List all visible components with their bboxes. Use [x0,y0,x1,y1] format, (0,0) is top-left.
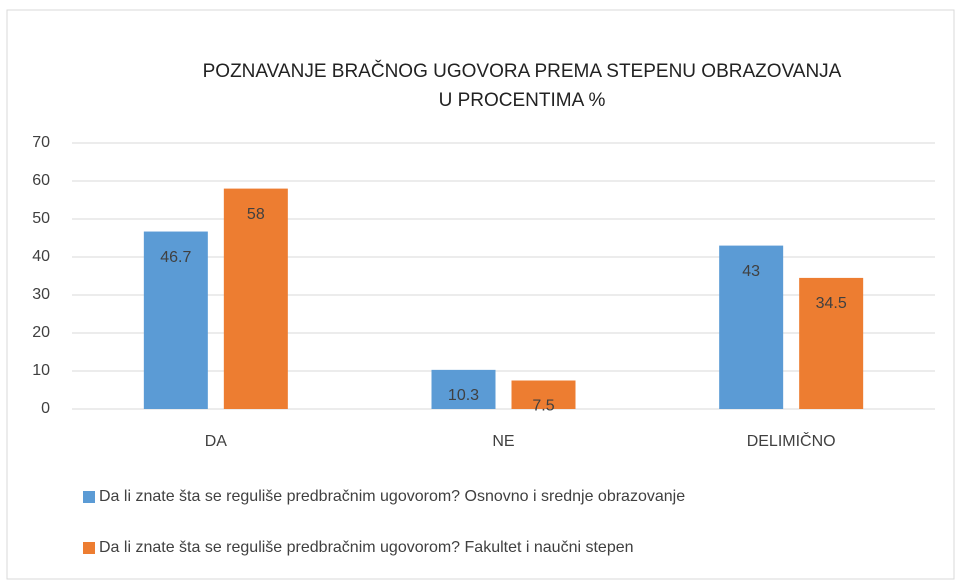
bar [431,369,496,409]
chart-title: POZNAVANJE BRAČNOG UGOVORA PREMA STEPENU… [203,60,842,82]
bar [143,231,208,409]
bar [719,245,784,409]
data-label: 43 [742,263,760,280]
y-tick-label: 50 [32,210,50,227]
legend-swatch [83,542,95,554]
x-tick-label: DELIMIČNO [747,431,836,450]
data-label: 58 [247,206,265,223]
data-label: 46.7 [160,249,191,266]
y-tick-label: 60 [32,172,50,189]
data-label: 7.5 [532,398,554,415]
bar [223,188,288,409]
legend-label: Da li znate šta se reguliše predbračnim … [99,539,634,556]
bar [799,277,864,409]
bar [511,380,576,409]
y-tick-label: 30 [32,286,50,303]
data-label: 10.3 [448,387,479,404]
data-label: 34.5 [816,295,847,312]
legend-swatch [83,491,95,503]
legend-label: Da li znate šta se reguliše predbračnim … [99,488,685,505]
y-tick-label: 10 [32,362,50,379]
y-tick-label: 20 [32,324,50,341]
x-tick-label: NE [492,433,514,450]
y-tick-label: 0 [41,400,50,417]
y-tick-label: 40 [32,248,50,265]
x-tick-label: DA [205,433,228,450]
chart-title: U PROCENTIMA % [439,90,606,111]
y-tick-label: 70 [32,134,50,151]
